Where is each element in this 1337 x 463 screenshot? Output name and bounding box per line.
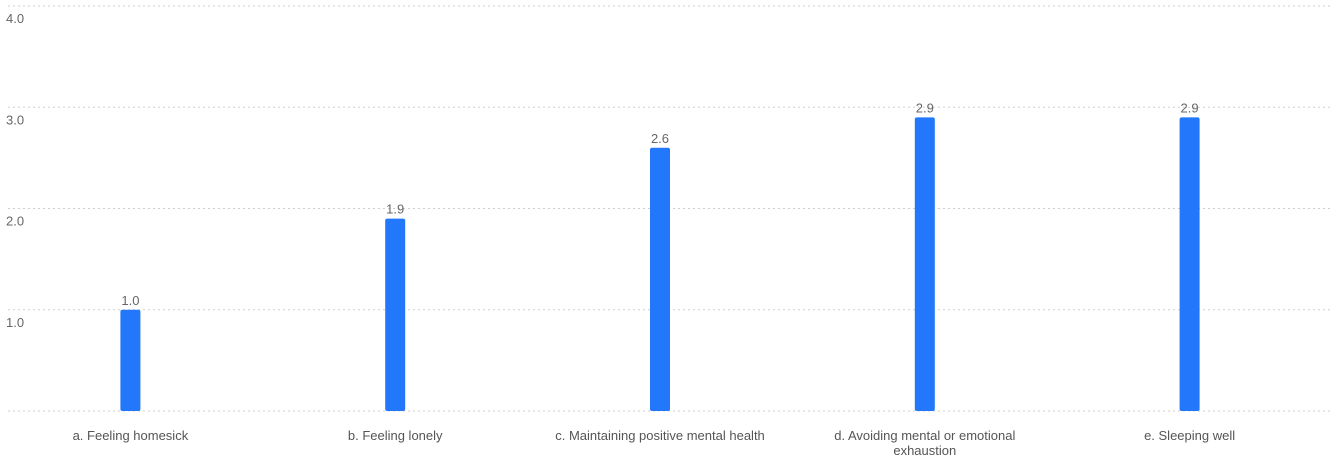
bar (1179, 117, 1200, 411)
x-category-label: b. Feeling lonely (348, 428, 443, 443)
bar-value-label: 2.6 (651, 131, 669, 146)
x-category-label: a. Feeling homesick (73, 428, 189, 443)
x-category-label: e. Sleeping well (1144, 428, 1235, 443)
bar (120, 309, 141, 411)
label-layer: 1.0 2.0 3.0 4.0 1.0 a. Feeling homesick 1.9 b. … (6, 11, 1235, 458)
bar-value-label: 2.9 (916, 100, 934, 115)
bar-layer (120, 117, 1200, 411)
bar-value-label: 1.9 (386, 202, 404, 217)
x-category-label: d. Avoiding mental or emotional exhaustio… (834, 428, 1015, 458)
x-category-label: c. Maintaining positive mental health (555, 428, 765, 443)
bar-value-label: 1.0 (121, 293, 139, 308)
bar-value-label: 2.9 (1181, 100, 1199, 115)
bar (650, 147, 670, 411)
y-tick-label: 4.0 (6, 11, 24, 26)
y-tick-label: 1.0 (6, 315, 24, 330)
bar (914, 117, 935, 411)
y-tick-label: 3.0 (6, 112, 24, 127)
bar (385, 218, 406, 411)
y-tick-label: 2.0 (6, 214, 24, 229)
